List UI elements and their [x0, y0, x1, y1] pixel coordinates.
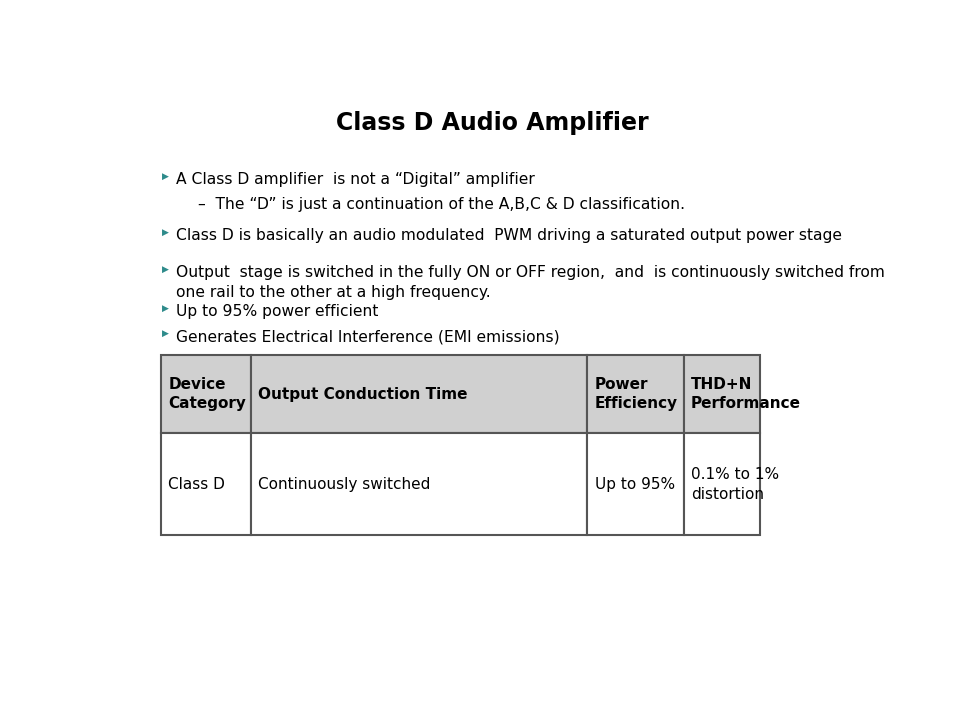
Text: Generates Electrical Interference (EMI emissions): Generates Electrical Interference (EMI e… — [176, 329, 560, 344]
Text: Class D Audio Amplifier: Class D Audio Amplifier — [336, 112, 648, 135]
Text: Class D is basically an audio modulated  PWM driving a saturated output power st: Class D is basically an audio modulated … — [176, 228, 842, 243]
Bar — [251, 433, 588, 536]
Text: Continuously switched: Continuously switched — [258, 477, 431, 492]
Text: Up to 95% power efficient: Up to 95% power efficient — [176, 304, 378, 319]
Text: 0.1% to 1%
distortion: 0.1% to 1% distortion — [691, 467, 780, 502]
Text: ▶: ▶ — [162, 329, 169, 338]
Bar — [161, 355, 251, 433]
Bar — [684, 355, 760, 433]
Text: Output Conduction Time: Output Conduction Time — [258, 387, 468, 402]
Bar — [588, 433, 684, 536]
Text: Power
Efficiency: Power Efficiency — [594, 377, 678, 411]
Bar — [161, 433, 251, 536]
Text: Device
Category: Device Category — [168, 377, 246, 411]
Text: THD+N
Performance: THD+N Performance — [691, 377, 801, 411]
Text: Output  stage is switched in the fully ON or OFF region,  and  is continuously s: Output stage is switched in the fully ON… — [176, 265, 885, 300]
Text: A Class D amplifier  is not a “Digital” amplifier: A Class D amplifier is not a “Digital” a… — [176, 172, 535, 187]
Text: ▶: ▶ — [162, 265, 169, 274]
Bar — [684, 433, 760, 536]
Text: ▶: ▶ — [162, 304, 169, 312]
Text: Up to 95%: Up to 95% — [594, 477, 675, 492]
Text: Class D: Class D — [168, 477, 226, 492]
Bar — [588, 355, 684, 433]
Bar — [251, 355, 588, 433]
Text: ▶: ▶ — [162, 228, 169, 237]
Text: ▶: ▶ — [162, 172, 169, 181]
Text: –  The “D” is just a continuation of the A,B,C & D classification.: – The “D” is just a continuation of the … — [198, 197, 685, 212]
